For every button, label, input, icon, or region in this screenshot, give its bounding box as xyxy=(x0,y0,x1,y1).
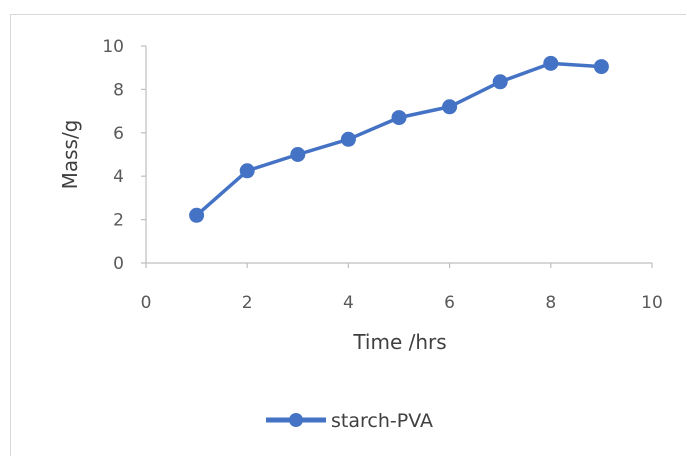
y-axis-title: Mass/g xyxy=(58,120,82,190)
data-point xyxy=(391,110,407,126)
x-axis-title: Time /hrs xyxy=(352,330,446,354)
x-tick-label: 10 xyxy=(641,293,663,313)
data-point xyxy=(492,74,508,90)
axes: 0 2 4 6 8 10 0 2 4 6 8 10 xyxy=(102,37,662,313)
series-line xyxy=(195,61,602,217)
y-tick-label: 2 xyxy=(113,211,124,231)
data-point xyxy=(593,59,609,75)
x-tick-label: 6 xyxy=(444,293,455,313)
x-tick-label: 0 xyxy=(141,293,152,313)
y-tick-label: 4 xyxy=(113,167,124,187)
data-point xyxy=(189,207,205,223)
legend-series-label: starch-PVA xyxy=(331,410,433,432)
legend: starch-PVA xyxy=(266,410,433,432)
x-tick-label: 2 xyxy=(242,293,253,313)
x-ticks: 0 2 4 6 8 10 xyxy=(141,263,663,313)
y-tick-label: 8 xyxy=(113,80,124,100)
data-point xyxy=(543,55,559,71)
plot-area xyxy=(189,55,609,223)
data-point xyxy=(290,147,306,162)
x-tick-label: 4 xyxy=(343,293,354,313)
y-tick-label: 0 xyxy=(113,254,124,274)
chart-frame xyxy=(10,14,686,456)
data-point xyxy=(442,99,458,115)
data-point xyxy=(239,163,255,179)
y-tick-label: 6 xyxy=(113,124,124,144)
x-tick-label: 8 xyxy=(545,293,556,313)
y-ticks: 0 2 4 6 8 10 xyxy=(102,37,146,274)
data-point xyxy=(340,131,356,147)
legend-series-marker xyxy=(289,413,303,427)
y-tick-label: 10 xyxy=(102,37,124,57)
